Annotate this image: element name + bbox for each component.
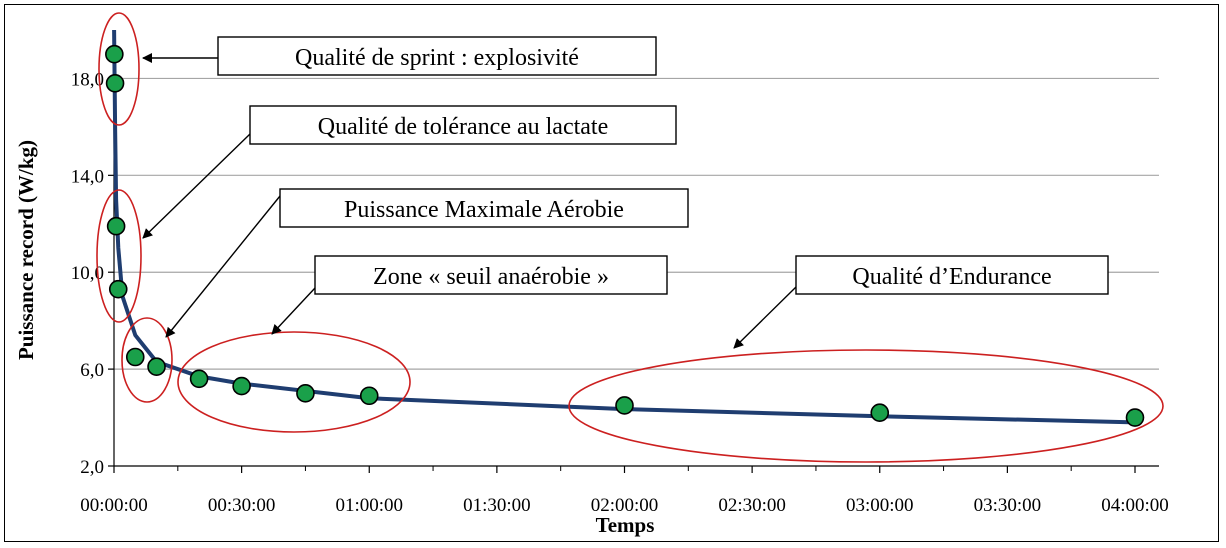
callout-seuil: Zone « seuil anaérobie » [373, 264, 609, 290]
data-point [359, 386, 379, 406]
axes [113, 30, 1159, 467]
data-point [232, 376, 251, 396]
ellipse-endurance [568, 349, 1164, 463]
y-tick-label: 14,0 [71, 166, 104, 187]
data-point [108, 279, 128, 299]
x-tick-label: 02:00:00 [591, 495, 659, 516]
x-tick-label: 02:30:00 [718, 495, 786, 516]
callout-sprint: Qualité de sprint : explosivité [295, 45, 579, 71]
arrow-pma [165, 195, 281, 338]
data-point [125, 347, 145, 367]
x-tick-label: 00:30:00 [208, 495, 276, 516]
callout-endurance: Qualité d’Endurance [852, 264, 1051, 290]
x-tick-label: 04:00:00 [1101, 495, 1169, 516]
callout-pma: Puissance Maximale Aérobie [344, 197, 624, 223]
callout-lactate-box [249, 105, 677, 145]
data-point [106, 216, 126, 236]
y-axis-title: Puissance record (W/kg) [14, 140, 38, 360]
arrow-lactate [142, 133, 251, 239]
data-point [870, 403, 890, 423]
arrow-endurance [733, 286, 797, 349]
ellipse-lactate [96, 189, 142, 323]
x-tick-labels: 00:00:00 00:30:00 01:00:00 01:30:00 02:00:00… [80, 466, 1169, 516]
callout-pma-box [279, 188, 689, 228]
ellipse-sprint [98, 12, 140, 126]
data-points [105, 44, 1145, 427]
x-axis-title: Temps [596, 513, 655, 537]
arrow-seuil [271, 287, 316, 335]
data-point [1125, 408, 1145, 427]
x-tick-label: 01:30:00 [463, 495, 531, 516]
data-point [147, 357, 166, 376]
data-point [189, 369, 209, 389]
ellipse-pma [121, 317, 173, 403]
y-tick-label: 6,0 [80, 360, 104, 381]
callout-seuil-box [314, 255, 668, 295]
x-tick-label: 01:00:00 [335, 495, 403, 516]
y-tick-label: 2,0 [80, 457, 104, 478]
x-tick-label: 03:30:00 [974, 495, 1042, 516]
data-point [615, 396, 634, 415]
annotation-arrows [142, 53, 797, 349]
y-tick-label: 10,0 [71, 263, 104, 284]
data-point [105, 73, 125, 93]
ellipse-seuil [177, 331, 411, 433]
callout-endurance-box [795, 255, 1109, 295]
y-tick-label: 18,0 [71, 69, 104, 90]
x-tick-label: 03:00:00 [846, 495, 914, 516]
callout-lactate: Qualité de tolérance au lactate [318, 114, 609, 140]
callout-sprint-box [217, 36, 657, 76]
x-tick-label: 00:00:00 [80, 495, 148, 516]
ellipses [96, 12, 1164, 463]
y-tick-labels: 2,0 6,0 10,0 14,0 18,0 [71, 69, 114, 478]
callouts: Qualité de sprint : explosivité Qualité … [217, 36, 1109, 295]
data-point [296, 384, 315, 403]
data-point [105, 44, 124, 64]
